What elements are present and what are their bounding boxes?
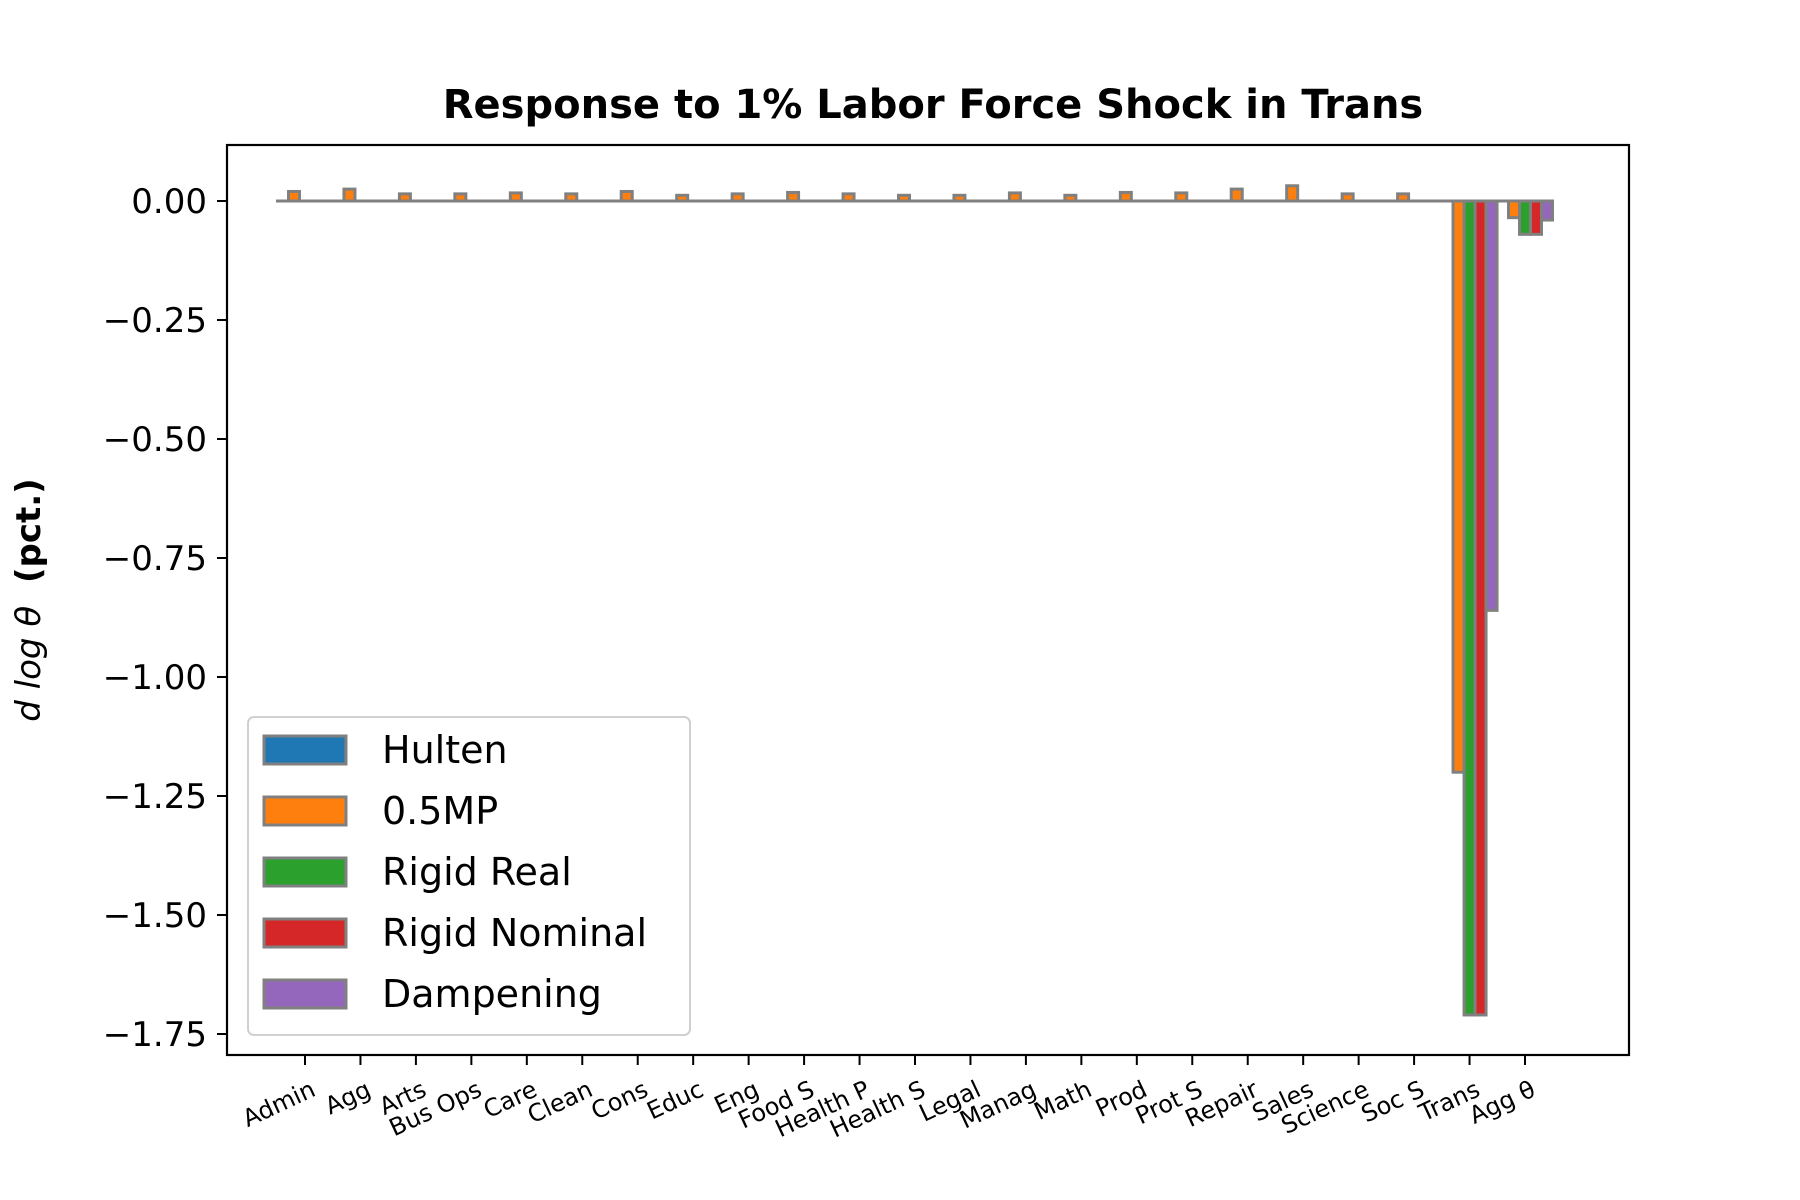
bar-dampening-22: [1540, 199, 1554, 222]
legend-swatch: [262, 795, 348, 827]
x-tick-label: Admin: [238, 1075, 319, 1133]
svg-text:d log θ (pct.): d log θ (pct.): [9, 478, 49, 721]
legend-box: [247, 716, 691, 1036]
bar-0-5mp-2: [397, 192, 412, 203]
legend-label: 0.5MP: [382, 789, 498, 833]
bar-0-5mp-7: [675, 193, 690, 203]
bar-0-5mp-17: [1229, 187, 1244, 203]
bar-0-5mp-9: [786, 190, 801, 203]
y-tick-label: 0.00: [131, 182, 207, 222]
bar-rigid-nominal-21: [1473, 199, 1488, 1017]
y-tick-label: −1.75: [103, 1015, 207, 1055]
bar-0-5mp-16: [1174, 191, 1189, 203]
bar-0-5mp-6: [619, 189, 634, 203]
y-tick-label: −0.50: [103, 420, 207, 460]
y-tick-label: −0.25: [103, 301, 207, 341]
legend-label: Rigid Nominal: [382, 911, 647, 955]
bar-0-5mp-5: [564, 192, 579, 203]
x-tick-label: Agg θ: [1465, 1075, 1540, 1130]
bar-0-5mp-10: [841, 192, 856, 203]
y-axis-label: d log θ (pct.): [9, 478, 49, 721]
bar-0-5mp-19: [1340, 192, 1355, 203]
bar-0-5mp-15: [1118, 190, 1133, 203]
bar-0-5mp-12: [952, 193, 967, 203]
legend: Hulten 0.5MP Rigid Real Rigid Nominal Dampen…: [247, 716, 691, 1036]
bars-group: [276, 184, 1554, 1017]
y-tick-label: −1.50: [103, 896, 207, 936]
y-tick-label: −0.75: [103, 539, 207, 579]
bar-0-5mp-8: [730, 192, 745, 203]
x-tick-label: Clean: [523, 1075, 597, 1129]
bar-0-5mp-1: [342, 187, 357, 203]
bar-0-5mp-0: [287, 189, 301, 203]
bar-0-5mp-21: [1451, 199, 1466, 774]
bar-0-5mp-11: [897, 193, 911, 203]
y-ticks: 0.00 −0.25 −0.50 −0.75 −1.00 −1.25 −1.50 −1.75: [103, 182, 227, 1055]
x-tick-label: Agg: [321, 1075, 375, 1120]
bar-dampening-21: [1484, 199, 1499, 612]
legend-swatch: [262, 917, 348, 949]
bar-0-5mp-13: [1007, 191, 1022, 203]
bar-rigid-real-22: [1518, 199, 1532, 236]
plot-frame: [225, 143, 1631, 1057]
x-tick-label: Math: [1030, 1075, 1096, 1126]
bar-0-5mp-20: [1396, 192, 1411, 203]
y-axis-label-math: d log θ: [9, 606, 49, 722]
legend-label: Rigid Real: [382, 850, 572, 894]
legend-label: Hulten: [382, 728, 508, 772]
legend-label: Dampening: [382, 972, 602, 1016]
bar-0-5mp-4: [508, 191, 523, 203]
legend-swatch: [262, 734, 348, 766]
bar-rigid-real-21: [1462, 199, 1477, 1017]
bar-0-5mp-14: [1063, 193, 1078, 203]
legend-swatch: [262, 978, 348, 1010]
bar-0-5mp-22: [1507, 199, 1521, 220]
chart-title: Response to 1% Labor Force Shock in Tran…: [443, 82, 1424, 128]
bar-rigid-nominal-22: [1529, 199, 1543, 236]
y-tick-label: −1.00: [103, 658, 207, 698]
y-tick-label: −1.25: [103, 777, 207, 817]
bar-0-5mp-3: [453, 192, 468, 203]
legend-swatch: [262, 856, 348, 888]
x-tick-label: Educ: [643, 1075, 708, 1125]
bar-0-5mp-18: [1285, 184, 1300, 203]
y-axis-label-unit: (pct.): [9, 478, 49, 583]
